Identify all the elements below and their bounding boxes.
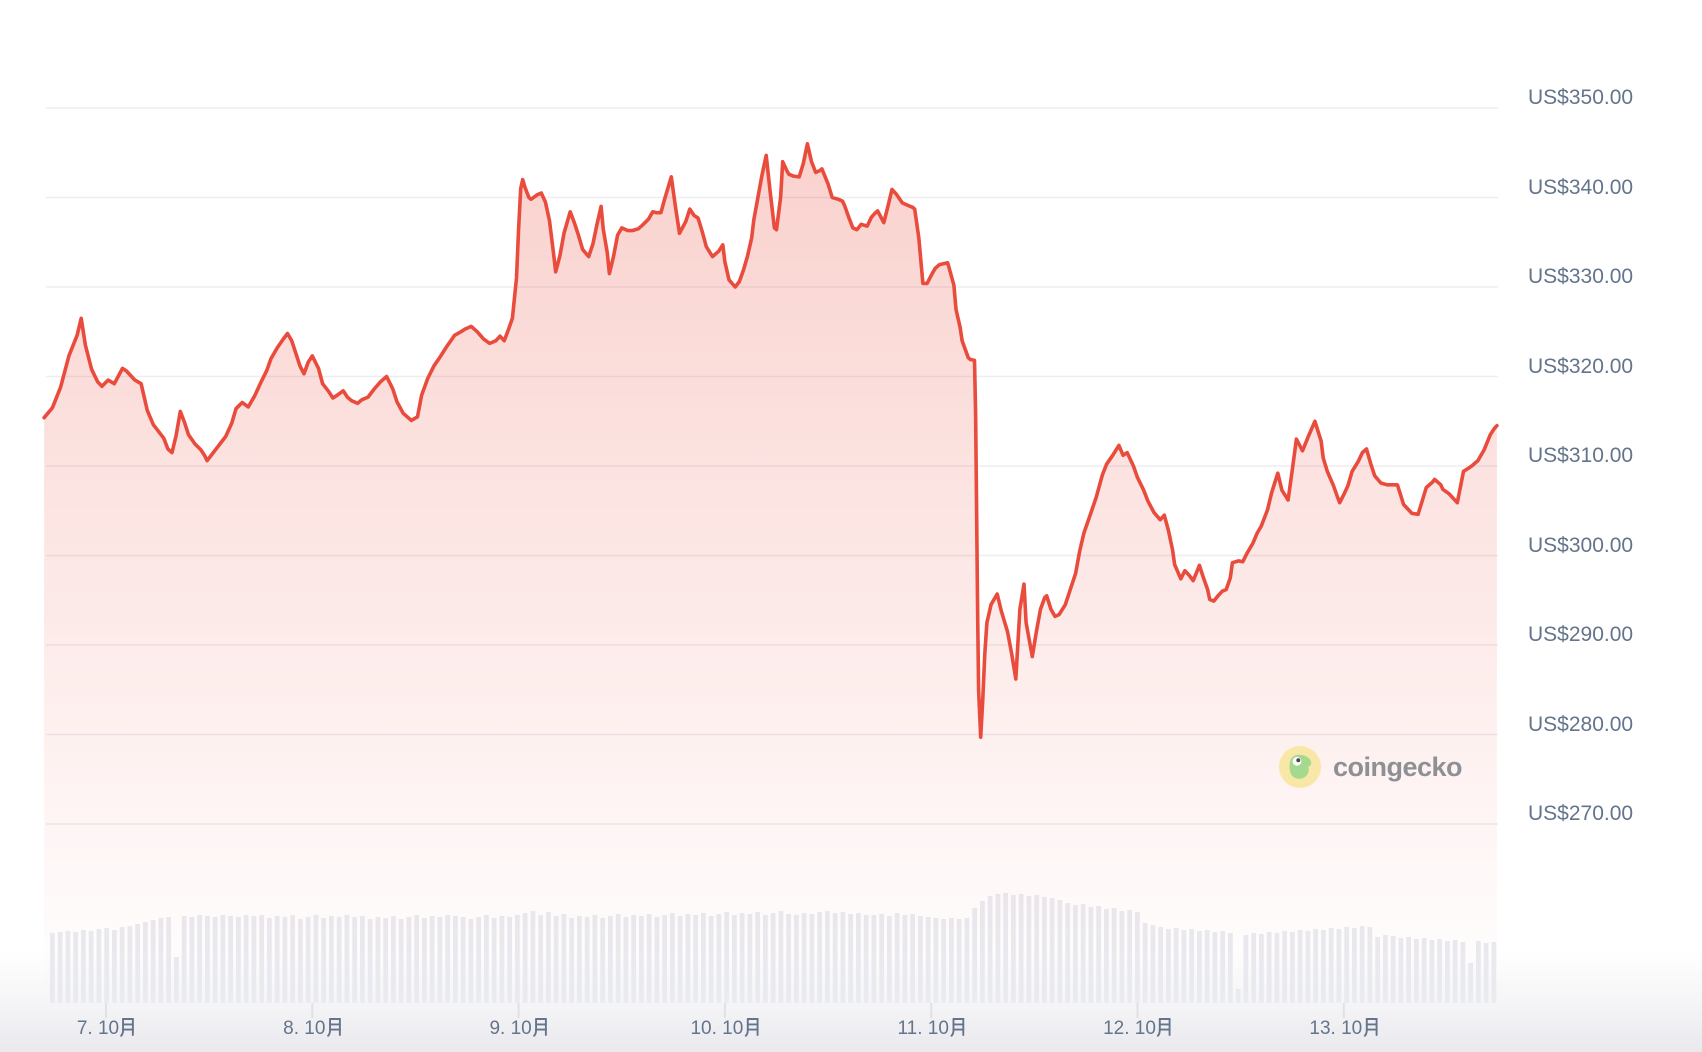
x-axis-label: 8. 10 [283,1016,341,1042]
y-axis-label: US$280.00 [1528,712,1634,736]
y-axis-label: US$300.00 [1528,533,1634,557]
x-axis-label: 9. 10 [489,1016,547,1042]
price-line[interactable] [42,142,1499,739]
y-axis-label: US$340.00 [1528,175,1634,199]
y-axis-label: US$270.00 [1528,802,1634,825]
x-axis-ticks [105,1003,1345,1018]
y-axis-label: US$310.00 [1528,444,1634,467]
y-axis-label: US$350.00 [1528,86,1634,109]
x-axis-label: 13. 10 [1309,1016,1378,1042]
coingecko-wordmark: coingecko [1333,752,1463,782]
coingecko-watermark[interactable]: coingecko [1277,743,1487,791]
y-axis-label: US$330.00 [1528,265,1634,288]
price-area-fill [44,143,1497,1004]
x-axis-label: 12. 10 [1103,1016,1172,1042]
x-axis-label: 7. 10 [77,1016,135,1042]
y-axis-label: US$320.00 [1528,354,1634,378]
x-axis-label: 10. 10 [690,1016,759,1042]
coingecko-gecko-icon [1279,746,1321,788]
y-axis-label: US$290.00 [1528,623,1634,646]
x-axis-label: 11. 10 [897,1016,964,1042]
